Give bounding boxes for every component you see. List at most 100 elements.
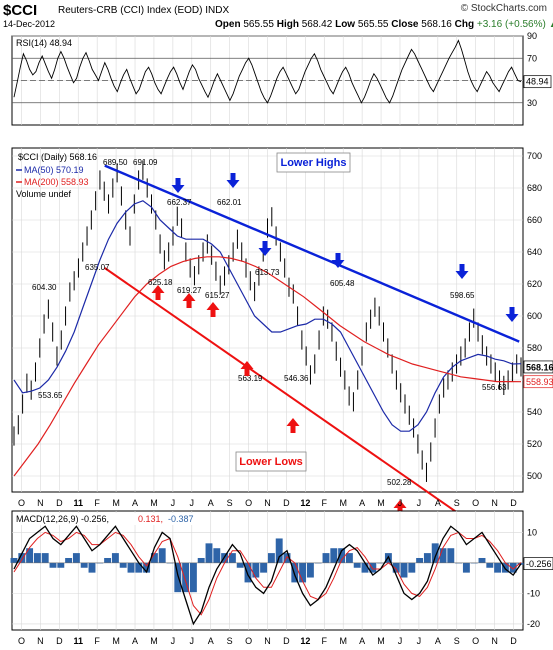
macd-histogram-bar <box>158 548 166 563</box>
price-x-tick: D <box>510 498 517 508</box>
blue-down-arrow-icon <box>226 173 240 188</box>
macd-x-tick: J <box>398 636 403 646</box>
chg-label: Chg <box>454 19 475 30</box>
macd-histogram-bar <box>283 553 291 563</box>
macd-histogram-bar <box>416 557 424 563</box>
macd-x-tick: 11 <box>73 636 83 646</box>
macd-histogram-bar <box>439 548 447 563</box>
macd-histogram-bar <box>338 548 346 563</box>
price-x-tick: J <box>171 498 176 508</box>
macd-last-value: -0.256 <box>526 559 552 569</box>
macd-histogram-bar <box>369 562 377 573</box>
blue-down-arrow-icon <box>505 307 519 322</box>
macd-histogram-bar <box>80 562 88 568</box>
price-x-tick: D <box>56 498 63 508</box>
price-value-label: 615.27 <box>205 291 230 300</box>
macd-histogram-bar <box>322 553 330 563</box>
price-value-label: 662.37 <box>167 198 192 207</box>
price-x-tick: A <box>132 498 138 508</box>
macd-histogram-bar <box>143 562 151 573</box>
price-value-label: 598.65 <box>450 291 475 300</box>
price-y-tick: 500 <box>527 471 542 481</box>
price-value-label: 605.48 <box>330 279 355 288</box>
macd-histogram-bar <box>361 562 369 573</box>
price-x-tick: M <box>339 498 347 508</box>
price-x-tick: D <box>283 498 290 508</box>
last-ma200-box <box>523 375 553 389</box>
close-label: Close <box>391 19 419 30</box>
index-name: Reuters-CRB (CCI) Index (EOD) INDX <box>58 5 230 16</box>
macd-histogram-bar <box>478 557 486 563</box>
macd-x-tick: A <box>359 636 365 646</box>
price-x-tick: 11 <box>73 498 83 508</box>
price-x-tick: M <box>377 498 385 508</box>
blue-down-arrow-icon <box>171 178 185 193</box>
price-x-tick: J <box>417 498 422 508</box>
macd-histogram-bar <box>509 562 517 573</box>
price-x-tick: F <box>322 498 328 508</box>
macd-signal-legend: 0.131, <box>138 514 163 524</box>
macd-histogram-bar <box>111 553 119 563</box>
macd-x-tick: A <box>208 636 214 646</box>
price-x-tick: O <box>245 498 252 508</box>
macd-histogram-bar <box>189 562 197 593</box>
lower-lows-label: Lower Lows <box>239 456 303 468</box>
price-x-tick: M <box>150 498 158 508</box>
price-legend-title: $CCI (Daily) 568.16 <box>18 152 97 162</box>
macd-histogram-bar <box>486 562 494 568</box>
price-y-tick: 540 <box>527 407 542 417</box>
macd-histogram-bar <box>252 562 260 578</box>
rsi-y-tick: 70 <box>527 53 537 63</box>
chart-date: 14-Dec-2012 <box>3 19 56 29</box>
chg-up-arrow-icon: ▲ <box>549 19 553 30</box>
price-x-tick: S <box>227 498 233 508</box>
price-y-tick: 660 <box>527 215 542 225</box>
macd-x-tick: M <box>339 636 347 646</box>
macd-x-tick: M <box>150 636 158 646</box>
open-value: 565.55 <box>243 19 274 30</box>
macd-x-tick: N <box>491 636 498 646</box>
macd-x-tick: D <box>510 636 517 646</box>
macd-histogram-bar <box>291 562 299 583</box>
price-value-label: 635.07 <box>85 263 110 272</box>
macd-histogram-bar <box>423 553 431 563</box>
price-x-tick: A <box>435 498 441 508</box>
lower-lows-label-box <box>235 451 307 472</box>
macd-x-tick: A <box>132 636 138 646</box>
macd-x-tick: J <box>417 636 422 646</box>
lower-highs-label-box <box>276 152 351 173</box>
price-value-label: 563.19 <box>238 374 263 383</box>
macd-histogram-bar <box>501 562 509 573</box>
price-y-tick: 520 <box>527 439 542 449</box>
macd-histogram-bar <box>462 562 470 573</box>
macd-histogram-bar <box>494 562 502 573</box>
lower-highs-trendline <box>104 164 520 343</box>
macd-x-tick: F <box>322 636 328 646</box>
macd-histogram-bar <box>127 562 135 573</box>
rsi-line <box>13 39 522 104</box>
price-value-label: 556.63 <box>482 383 507 392</box>
red-up-arrow-icon <box>151 285 165 300</box>
macd-histogram-bar <box>57 562 65 568</box>
price-value-label: 625.18 <box>148 278 173 287</box>
red-up-arrow-icon <box>393 500 407 515</box>
macd-histogram-bar <box>205 543 213 563</box>
macd-x-tick: M <box>112 636 120 646</box>
rsi-legend: RSI(14) 48.94 <box>16 38 72 48</box>
last-ma200-value: 558.93 <box>526 377 553 387</box>
price-value-label: 553.65 <box>38 391 63 400</box>
price-x-tick: J <box>190 498 195 508</box>
macd-histogram-bar <box>88 562 96 573</box>
macd-x-tick: S <box>454 636 460 646</box>
macd-last-value-box <box>523 557 553 571</box>
price-y-tick: 680 <box>527 183 542 193</box>
macd-histogram-bar <box>49 562 57 568</box>
macd-x-tick: N <box>37 636 44 646</box>
price-x-tick: A <box>208 498 214 508</box>
price-value-label: 691.09 <box>133 158 158 167</box>
price-x-tick: N <box>37 498 44 508</box>
price-y-tick: 580 <box>527 343 542 353</box>
macd-histogram-bar <box>228 553 236 563</box>
rsi-last-value: 48.94 <box>526 77 549 87</box>
